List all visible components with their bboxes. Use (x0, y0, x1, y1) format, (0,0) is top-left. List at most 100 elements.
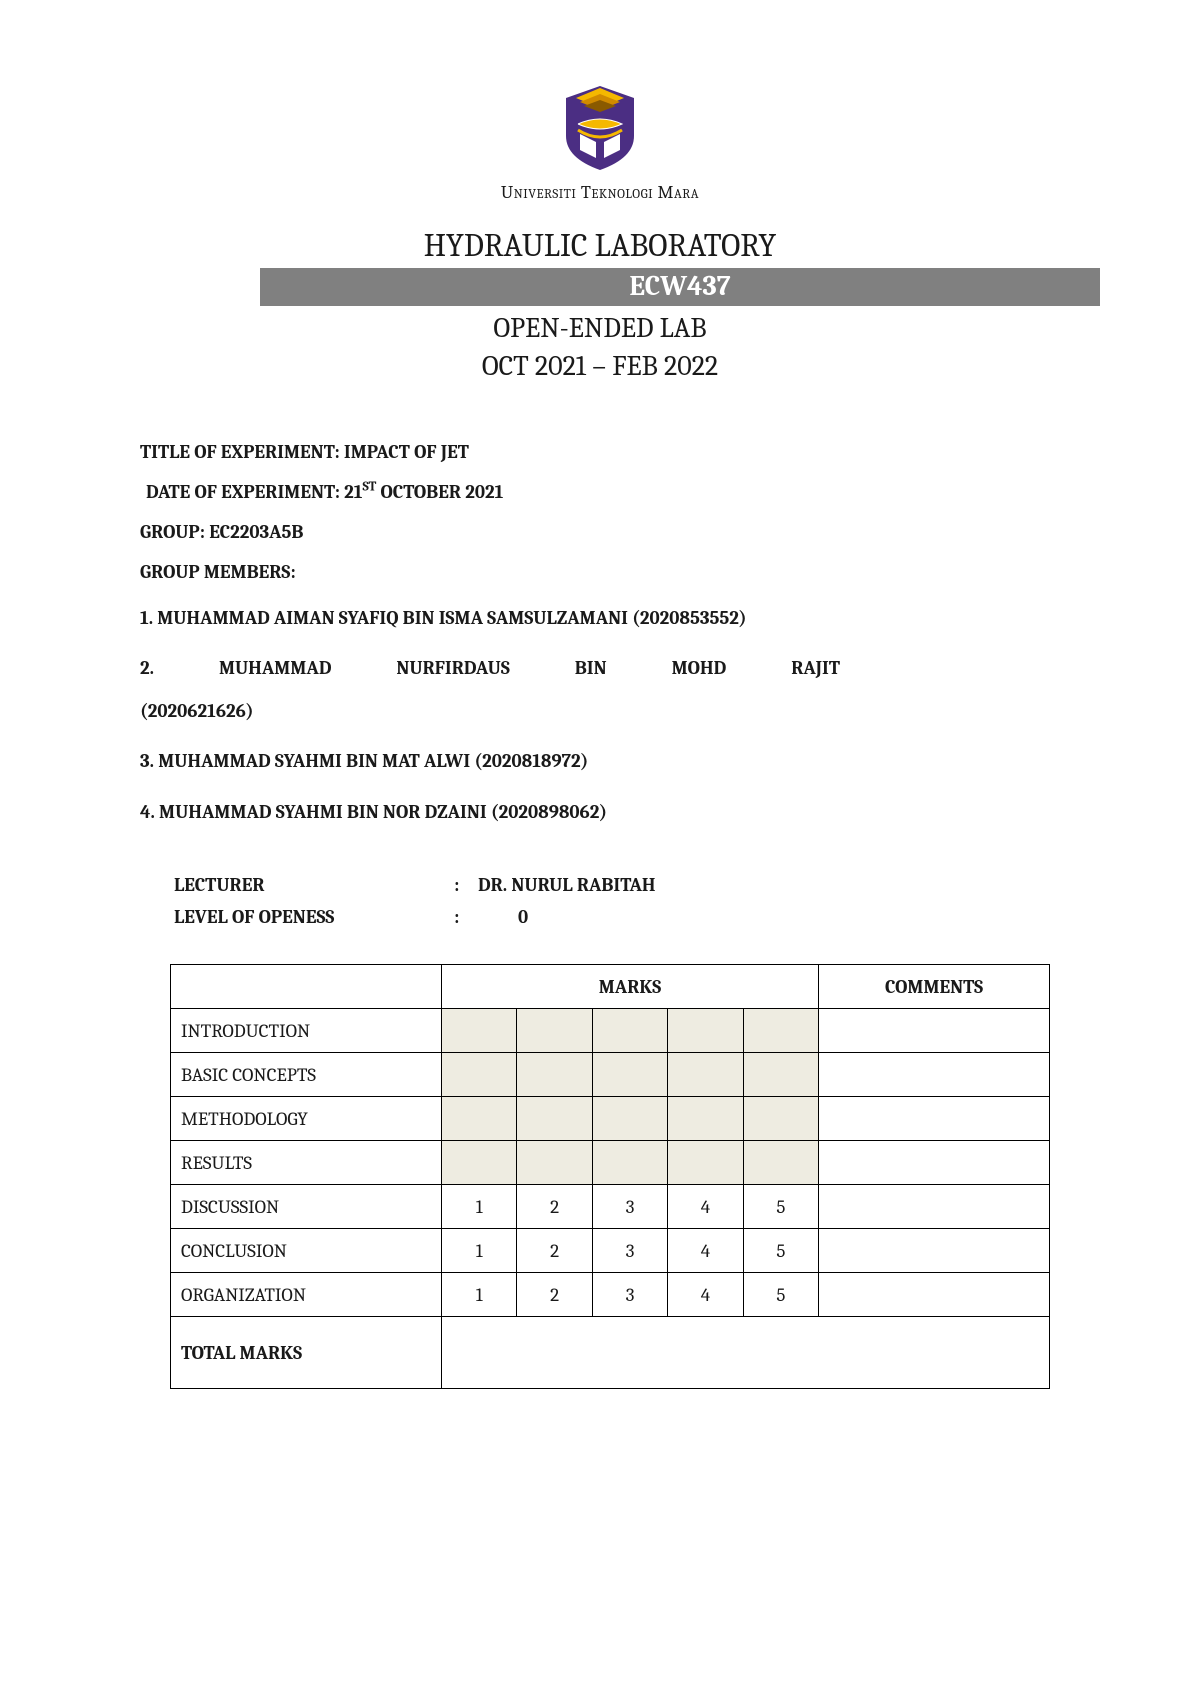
row-label: METHODOLOGY (171, 1097, 442, 1141)
row-label: DISCUSSION (171, 1185, 442, 1229)
experiment-details: TITLE OF EXPERIMENT: IMPACT OF JET DATE … (140, 434, 1060, 590)
mark-cell: 3 (592, 1185, 667, 1229)
member-1: 1. MUHAMMAD AIMAN SYAFIQ BIN ISMA SAMSUL… (140, 604, 1060, 633)
logo (140, 80, 1060, 176)
mark-cell (592, 1141, 667, 1185)
m2-p5: RAJIT (791, 654, 840, 683)
table-row: INTRODUCTION (171, 1009, 1050, 1053)
mark-cell (442, 1009, 517, 1053)
mark-cell (743, 1053, 818, 1097)
total-row: TOTAL MARKS (171, 1317, 1050, 1389)
mark-cell (668, 1053, 743, 1097)
mark-cell (743, 1141, 818, 1185)
date-row: DATE OF EXPERIMENT: 21ST OCTOBER 2021 (146, 474, 1060, 510)
m2-p4: MOHD (672, 654, 727, 683)
semester: OCT 2021 – FEB 2022 (140, 348, 1060, 386)
comments-header: COMMENTS (819, 965, 1050, 1009)
row-label: CONCLUSION (171, 1229, 442, 1273)
mark-cell: 1 (442, 1273, 517, 1317)
date-label: DATE OF EXPERIMENT: (146, 481, 344, 503)
mark-cell (442, 1141, 517, 1185)
comments-cell (819, 1141, 1050, 1185)
comments-cell (819, 1273, 1050, 1317)
m2-p2: NURFIRDAUS (396, 654, 509, 683)
lab-title: HYDRAULIC LABORATORY (140, 227, 1060, 264)
table-row: CONCLUSION12345 (171, 1229, 1050, 1273)
comments-cell (819, 1009, 1050, 1053)
mark-cell: 5 (743, 1229, 818, 1273)
group-value: EC2203A5B (209, 521, 303, 543)
mark-cell: 2 (517, 1185, 592, 1229)
university-name: Universiti Teknologi Mara (140, 182, 1060, 203)
total-label: TOTAL MARKS (171, 1317, 442, 1389)
uitm-logo-icon (556, 80, 644, 172)
mark-cell: 1 (442, 1185, 517, 1229)
openess-value: 0 (478, 906, 528, 928)
marks-table: MARKS COMMENTS INTRODUCTIONBASIC CONCEPT… (170, 964, 1050, 1389)
table-row: METHODOLOGY (171, 1097, 1050, 1141)
openess-row: LEVEL OF OPENESS : 0 (174, 906, 1060, 928)
comments-cell (819, 1097, 1050, 1141)
mark-cell: 1 (442, 1229, 517, 1273)
mark-cell: 3 (592, 1229, 667, 1273)
mark-cell: 4 (668, 1273, 743, 1317)
mark-cell: 4 (668, 1229, 743, 1273)
m2-num: 2. (140, 654, 154, 683)
row-label: RESULTS (171, 1141, 442, 1185)
mark-cell (668, 1097, 743, 1141)
colon: : (454, 906, 478, 928)
mark-cell: 2 (517, 1273, 592, 1317)
mark-cell (442, 1053, 517, 1097)
comments-cell (819, 1229, 1050, 1273)
mark-cell (592, 1009, 667, 1053)
lecturer-label: LECTURER (174, 874, 454, 896)
group-members: 1. MUHAMMAD AIMAN SYAFIQ BIN ISMA SAMSUL… (140, 604, 1060, 827)
member-4: 4. MUHAMMAD SYAHMI BIN NOR DZAINI (20208… (140, 798, 1060, 827)
lecturer-row: LECTURER : DR. NURUL RABITAH (174, 874, 1060, 896)
mark-cell (517, 1097, 592, 1141)
title-label: TITLE OF EXPERIMENT: (140, 441, 344, 463)
mark-cell: 5 (743, 1273, 818, 1317)
mark-cell: 3 (592, 1273, 667, 1317)
group-label: GROUP: (140, 521, 209, 543)
date-ordinal: ST (363, 479, 377, 494)
subheadings: OPEN-ENDED LAB OCT 2021 – FEB 2022 (140, 310, 1060, 386)
row-label: INTRODUCTION (171, 1009, 442, 1053)
table-row: BASIC CONCEPTS (171, 1053, 1050, 1097)
comments-cell (819, 1053, 1050, 1097)
mark-cell (442, 1097, 517, 1141)
mark-cell: 5 (743, 1185, 818, 1229)
mark-cell: 2 (517, 1229, 592, 1273)
table-row: ORGANIZATION12345 (171, 1273, 1050, 1317)
marks-header: MARKS (442, 965, 819, 1009)
members-label: GROUP MEMBERS: (140, 554, 1060, 590)
colon: : (454, 874, 478, 896)
date-suffix: OCTOBER 2021 (376, 481, 503, 503)
mark-cell (517, 1009, 592, 1053)
mark-cell (592, 1053, 667, 1097)
m2-p1: MUHAMMAD (219, 654, 331, 683)
total-cell (442, 1317, 1050, 1389)
mark-cell (668, 1009, 743, 1053)
table-row: DISCUSSION12345 (171, 1185, 1050, 1229)
mark-cell (743, 1097, 818, 1141)
row-label: BASIC CONCEPTS (171, 1053, 442, 1097)
course-code-band: ECW437 (260, 268, 1100, 306)
member-2: 2. MUHAMMAD NURFIRDAUS BIN MOHD RAJIT (2… (140, 654, 1060, 725)
lab-type: OPEN-ENDED LAB (140, 310, 1060, 348)
mark-cell (517, 1053, 592, 1097)
comments-cell (819, 1185, 1050, 1229)
date-prefix: 21 (344, 481, 362, 503)
member-2-line1: 2. MUHAMMAD NURFIRDAUS BIN MOHD RAJIT (140, 654, 840, 683)
member-2-id: (2020621626) (140, 697, 1060, 726)
group-row: GROUP: EC2203A5B (140, 514, 1060, 550)
lecturer-value: DR. NURUL RABITAH (478, 874, 656, 896)
mark-cell: 4 (668, 1185, 743, 1229)
mark-cell (517, 1141, 592, 1185)
title-row: TITLE OF EXPERIMENT: IMPACT OF JET (140, 434, 1060, 470)
m2-p3: BIN (575, 654, 607, 683)
row-label: ORGANIZATION (171, 1273, 442, 1317)
member-3: 3. MUHAMMAD SYAHMI BIN MAT ALWI (2020818… (140, 747, 1060, 776)
table-row: RESULTS (171, 1141, 1050, 1185)
mark-cell (743, 1009, 818, 1053)
